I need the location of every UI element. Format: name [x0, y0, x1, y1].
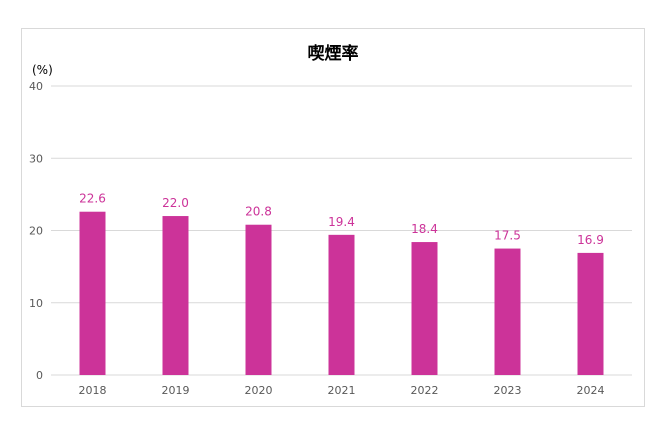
bar-2021: [328, 234, 355, 375]
x-category-label: 2019: [162, 384, 190, 397]
x-axis-categories: 2018 2019 2020 2021 2022 2023 2024: [79, 384, 605, 397]
bars: [79, 211, 604, 375]
x-category-label: 2023: [494, 384, 522, 397]
bar-2018: [79, 211, 106, 375]
data-label-2019: 22.0: [162, 196, 189, 210]
y-tick-label: 40: [29, 80, 43, 93]
x-category-label: 2022: [411, 384, 439, 397]
data-label-2021: 19.4: [328, 215, 355, 229]
bar-2022: [411, 242, 438, 375]
data-label-2024: 16.9: [577, 233, 604, 247]
y-axis-ticks: 0 10 20 30 40: [29, 80, 43, 382]
data-label-2018: 22.6: [79, 192, 106, 206]
data-labels: 22.6 22.0 20.8 19.4 18.4 17.5 16.9: [79, 192, 604, 247]
y-tick-label: 30: [29, 152, 43, 165]
data-label-2022: 18.4: [411, 222, 438, 236]
bar-2023: [494, 248, 521, 375]
x-category-label: 2021: [328, 384, 356, 397]
x-category-label: 2020: [245, 384, 273, 397]
y-axis-unit-label: (%): [32, 63, 53, 77]
y-tick-label: 10: [29, 297, 43, 310]
data-label-2020: 20.8: [245, 205, 272, 219]
x-category-label: 2024: [577, 384, 605, 397]
bar-2020: [245, 224, 272, 375]
bar-2019: [162, 216, 189, 375]
chart-title: 喫煙率: [308, 43, 359, 64]
data-label-2023: 17.5: [494, 229, 521, 243]
y-tick-label: 0: [36, 369, 43, 382]
y-tick-label: 20: [29, 225, 43, 238]
x-category-label: 2018: [79, 384, 107, 397]
bar-2024: [577, 252, 604, 375]
